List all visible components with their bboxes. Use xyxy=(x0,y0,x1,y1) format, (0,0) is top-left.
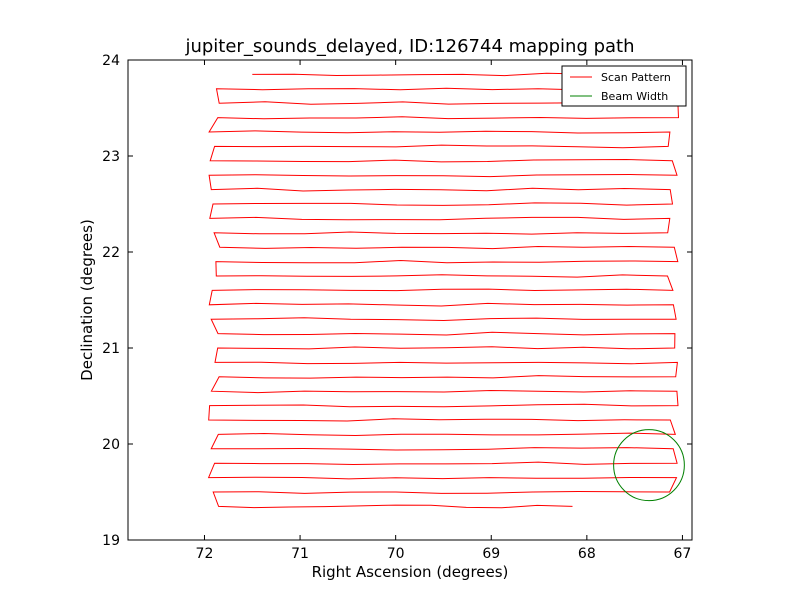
y-tick-label: 22 xyxy=(102,245,120,261)
y-axis-label: Declination (degrees) xyxy=(78,219,96,381)
plot-background xyxy=(128,60,692,540)
y-tick-label: 20 xyxy=(102,437,120,453)
plot-frame xyxy=(127,59,693,541)
x-tick-label: 72 xyxy=(196,546,214,562)
x-tick-label: 70 xyxy=(387,546,405,562)
x-axis-label: Right Ascension (degrees) xyxy=(312,563,509,581)
legend-frame xyxy=(561,65,687,107)
y-tick-label: 21 xyxy=(102,341,120,357)
legend-label-scan-pattern: Scan Pattern xyxy=(601,71,671,84)
x-tick-label: 67 xyxy=(674,546,692,562)
y-tick-label: 19 xyxy=(102,533,120,549)
x-tick-label: 69 xyxy=(482,546,500,562)
y-tick-label: 24 xyxy=(102,53,120,69)
scan-pattern-line xyxy=(207,72,680,509)
y-tick-label: 23 xyxy=(102,149,120,165)
x-axis: 72 71 70 69 68 67 xyxy=(196,60,692,562)
beam-width-circle xyxy=(613,429,685,502)
x-tick-label: 68 xyxy=(578,546,596,562)
y-axis: 19 20 21 22 23 24 xyxy=(102,53,692,549)
legend: Scan Pattern Beam Width xyxy=(561,65,687,107)
plot-area xyxy=(127,59,693,541)
legend-label-beam-width: Beam Width xyxy=(601,90,668,103)
chart-title: jupiter_sounds_delayed, ID:126744 mappin… xyxy=(184,36,634,57)
x-tick-label: 71 xyxy=(291,546,309,562)
